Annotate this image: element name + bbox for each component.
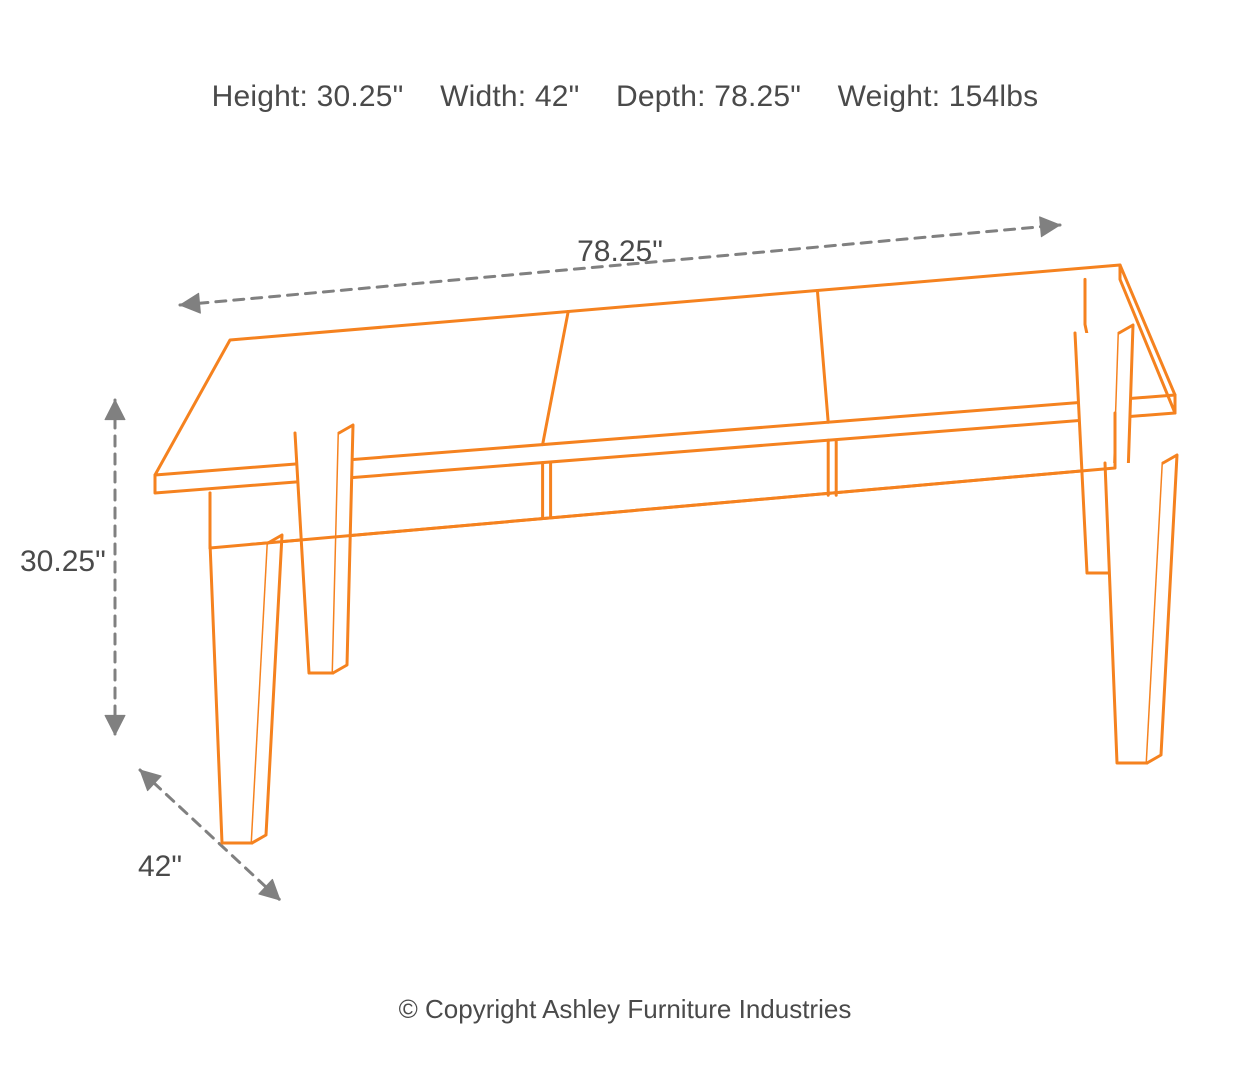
diagram-canvas: Height: 30.25" Width: 42" Depth: 78.25" …: [0, 0, 1250, 1080]
table-line-drawing: [0, 0, 1250, 1080]
copyright-line: © Copyright Ashley Furniture Industries: [0, 994, 1250, 1025]
